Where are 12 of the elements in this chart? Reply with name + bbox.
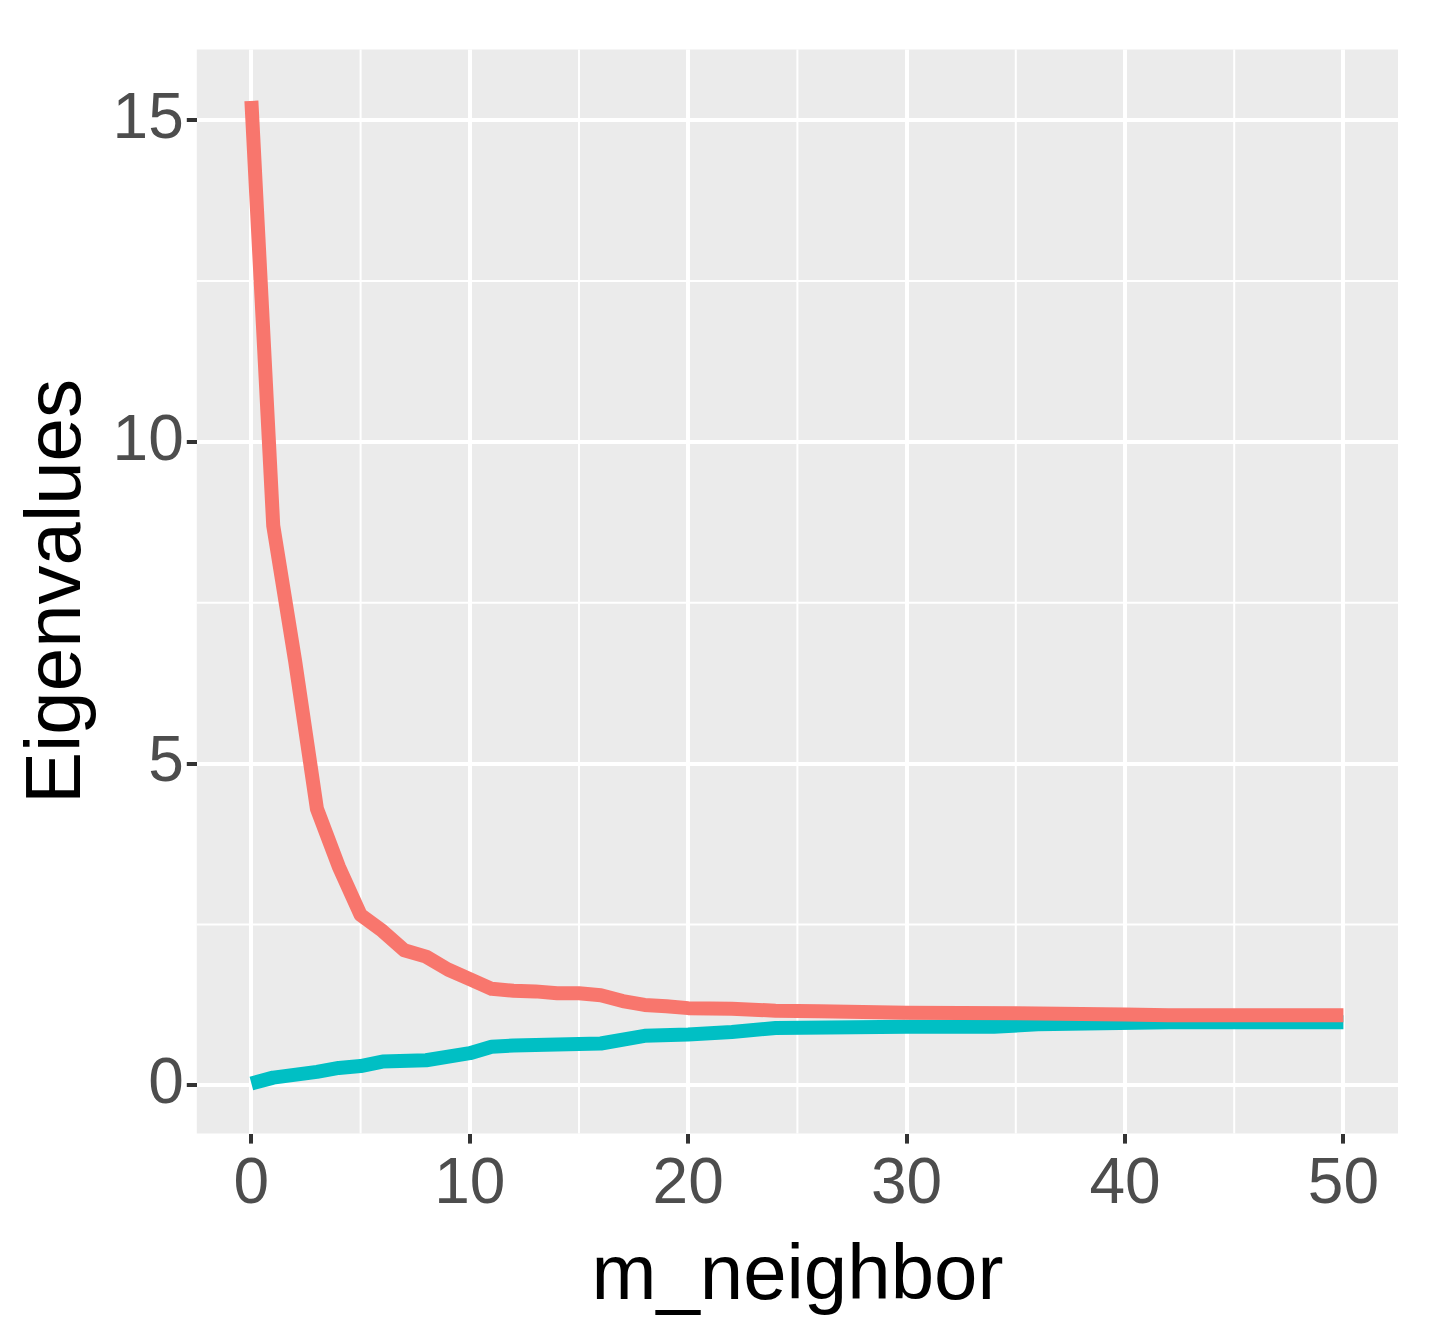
- x-tick-label: 20: [652, 1144, 724, 1217]
- y-tick-label: 15: [112, 79, 184, 152]
- y-tick-label: 0: [148, 1044, 184, 1117]
- x-tick-label: 30: [871, 1144, 943, 1217]
- y-tick-label: 5: [148, 723, 184, 796]
- x-axis-title: m_neighbor: [591, 1227, 1004, 1316]
- y-axis-title: Eigenvalues: [9, 379, 98, 804]
- y-tick-label: 10: [112, 401, 184, 474]
- x-tick-label: 0: [233, 1144, 270, 1217]
- x-tick-label: 40: [1089, 1144, 1161, 1217]
- x-tick-label: 50: [1307, 1144, 1379, 1217]
- x-tick-label: 10: [434, 1144, 506, 1217]
